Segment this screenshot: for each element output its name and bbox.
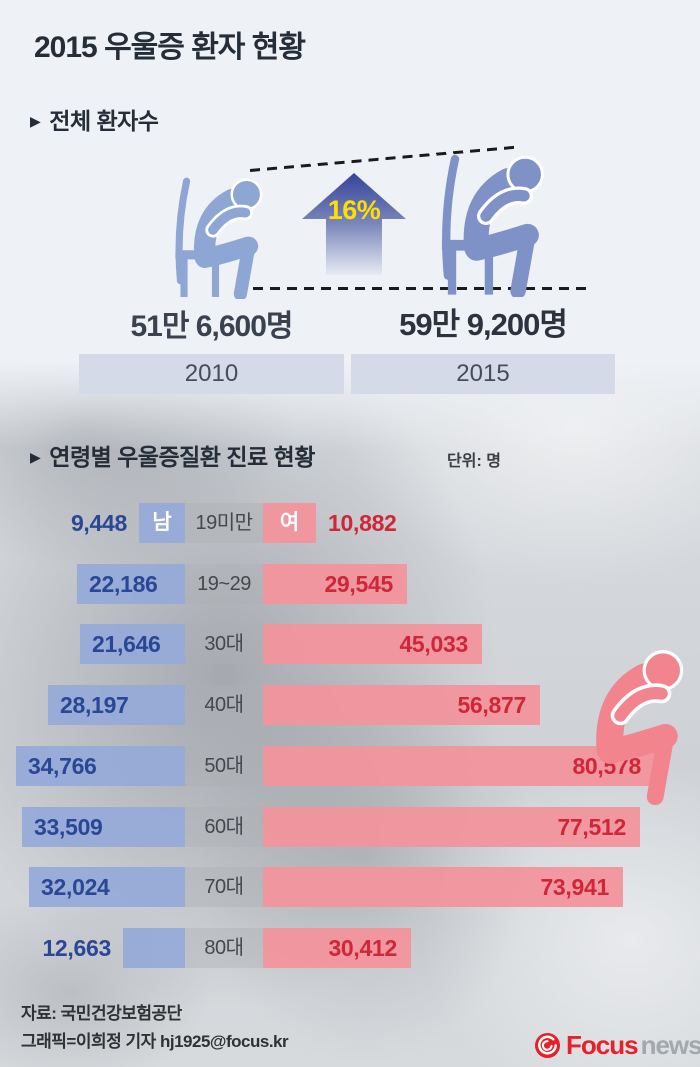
- male-value: 21,646: [92, 631, 161, 657]
- age-label: 80대: [185, 928, 263, 968]
- male-bar: [22, 807, 185, 847]
- age-row-80대: 12,663 80대 30,412: [0, 928, 700, 968]
- person-on-chair-icon-2010: [160, 165, 272, 299]
- male-value: 34,766: [28, 753, 97, 779]
- male-value: 12,663: [42, 935, 111, 961]
- year-label-2015: 2015: [456, 360, 510, 387]
- female-value: 45,033: [399, 631, 468, 657]
- female-bar: [263, 685, 540, 725]
- male-value: 33,509: [34, 814, 103, 840]
- female-bar: 여: [263, 503, 316, 543]
- male-bar: [29, 867, 185, 907]
- female-series-label: 여: [279, 511, 300, 534]
- person-on-chair-icon-2015: [424, 140, 555, 297]
- male-bar: [16, 746, 185, 786]
- female-bar: [263, 564, 407, 604]
- year-band-2010: 2010: [79, 354, 344, 394]
- age-row-19~29: 22,186 19~29 29,545: [0, 564, 700, 604]
- female-value: 29,545: [324, 571, 393, 597]
- logo-suffix-text: news: [640, 1030, 700, 1060]
- age-label: 50대: [185, 746, 263, 786]
- female-bar: [263, 867, 623, 907]
- age-row-19미만: 남 여 9,448 19미만 10,882: [0, 503, 700, 543]
- female-bar: [263, 624, 482, 664]
- triangle-bullet-icon: ▶: [30, 113, 41, 129]
- section-age-header: ▶ 연령별 우울증질환 진료 현황: [30, 438, 315, 472]
- page-title: 2015 우울증 환자 현황: [34, 31, 306, 64]
- section-age-title: 연령별 우울증질환 진료 현황: [49, 444, 315, 470]
- age-label: 60대: [185, 807, 263, 847]
- total-count-2015: 59만 9,200명: [399, 307, 568, 342]
- unit-label: 단위: 명: [447, 453, 501, 470]
- male-value: 9,448: [70, 510, 127, 536]
- age-label: 30대: [185, 624, 263, 664]
- increase-percent: 16%: [327, 195, 381, 225]
- dashed-line-bottom: [236, 287, 590, 290]
- male-bar: [123, 928, 185, 968]
- source-text: 자료: 국민건강보험공단: [21, 1004, 182, 1023]
- triangle-bullet-icon: ▶: [30, 449, 41, 465]
- year-band-2015: 2015: [351, 354, 615, 394]
- section-total-header: ▶ 전체 환자수: [30, 102, 159, 136]
- male-value: 32,024: [41, 874, 110, 900]
- male-series-label: 남: [152, 511, 172, 534]
- age-row-60대: 33,509 60대 77,512: [0, 807, 700, 847]
- focus-swirl-icon: [534, 1032, 561, 1059]
- age-row-40대: 28,197 40대 56,877: [0, 685, 700, 725]
- female-bar: [263, 928, 411, 968]
- increase-arrow: 16%: [302, 173, 406, 275]
- up-arrow-icon: [302, 173, 406, 275]
- male-bar: [48, 685, 185, 725]
- section-total-title: 전체 환자수: [49, 108, 159, 134]
- male-bar: 남: [139, 503, 185, 543]
- age-label: 19~29: [185, 564, 263, 604]
- focus-news-logo: Focus news: [534, 1030, 700, 1061]
- credit-text: 그래픽=이희정 기자 hj1925@focus.kr: [21, 1032, 289, 1051]
- female-value: 80,578: [572, 753, 641, 779]
- age-label: 70대: [185, 867, 263, 907]
- male-bar: [80, 624, 185, 664]
- female-value: 56,877: [457, 692, 526, 718]
- female-bar: [263, 807, 640, 847]
- male-value: 28,197: [60, 692, 129, 718]
- age-row-50대: 34,766 50대 80,578: [0, 746, 700, 786]
- total-count-2010: 51만 6,600명: [130, 310, 294, 343]
- female-bar: [263, 746, 655, 786]
- female-value: 10,882: [328, 510, 397, 536]
- female-value: 77,512: [557, 814, 626, 840]
- male-value: 22,186: [89, 571, 158, 597]
- year-label-2010: 2010: [184, 360, 239, 387]
- male-bar: [77, 564, 185, 604]
- female-value: 73,941: [540, 874, 609, 900]
- female-value: 30,412: [328, 935, 397, 961]
- person-icon-female: [592, 648, 690, 805]
- age-row-70대: 32,024 70대 73,941: [0, 867, 700, 907]
- age-row-30대: 21,646 30대 45,033: [0, 624, 700, 664]
- age-label: 40대: [185, 685, 263, 725]
- age-label: 19미만: [185, 503, 263, 543]
- logo-brand-text: Focus: [566, 1030, 639, 1060]
